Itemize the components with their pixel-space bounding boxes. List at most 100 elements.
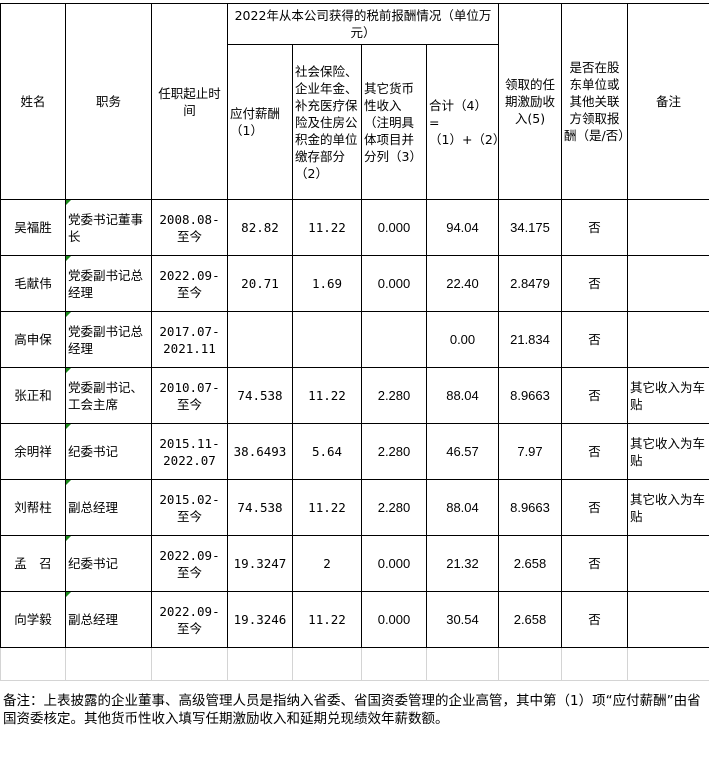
cell-position[interactable]: 副总经理 [65, 591, 152, 648]
empty-cell[interactable] [361, 647, 427, 681]
cell-term[interactable]: 2015.02-至今 [151, 479, 228, 536]
cell-total[interactable]: 88.04 [426, 479, 499, 536]
empty-cell[interactable] [151, 647, 228, 681]
cell-remark[interactable] [627, 591, 709, 648]
cell-term[interactable]: 2008.08-至今 [151, 199, 228, 256]
header-remark[interactable]: 备注 [627, 3, 709, 200]
cell-related-party[interactable]: 否 [561, 591, 628, 648]
cell-term[interactable]: 2010.07-至今 [151, 367, 228, 424]
cell-name[interactable]: 余明祥 [0, 423, 66, 480]
cell-position[interactable]: 党委副书记、工会主席 [65, 367, 152, 424]
cell-name[interactable]: 张正和 [0, 367, 66, 424]
cell-salary[interactable]: 74.538 [227, 367, 293, 424]
cell-related-party[interactable]: 否 [561, 535, 628, 592]
cell-position[interactable]: 党委副书记总经理 [65, 255, 152, 312]
header-salary[interactable]: 应付薪酬（1） [227, 44, 293, 200]
cell-related-party[interactable]: 否 [561, 479, 628, 536]
cell-total[interactable]: 0.00 [426, 311, 499, 368]
cell-related-party[interactable]: 否 [561, 423, 628, 480]
cell-other-income[interactable] [361, 311, 427, 368]
cell-term[interactable]: 2022.09-至今 [151, 255, 228, 312]
cell-insurance[interactable]: 5.64 [292, 423, 362, 480]
header-other-income[interactable]: 其它货币性收入（注明具体项目并分列（3） [361, 44, 427, 200]
cell-total[interactable]: 88.04 [426, 367, 499, 424]
cell-other-income[interactable]: 2.280 [361, 479, 427, 536]
cell-other-income[interactable]: 0.000 [361, 199, 427, 256]
empty-cell[interactable] [65, 647, 152, 681]
cell-other-income[interactable]: 2.280 [361, 367, 427, 424]
cell-term[interactable]: 2022.09-至今 [151, 535, 228, 592]
cell-total[interactable]: 94.04 [426, 199, 499, 256]
cell-other-income[interactable]: 0.000 [361, 535, 427, 592]
cell-incentive[interactable]: 21.834 [498, 311, 562, 368]
cell-name[interactable]: 向学毅 [0, 591, 66, 648]
footnote[interactable]: 备注：上表披露的企业董事、高级管理人员是指纳入省委、省国资委管理的企业高管，其中… [3, 693, 701, 727]
cell-insurance[interactable]: 11.22 [292, 367, 362, 424]
empty-cell[interactable] [426, 647, 499, 681]
cell-total[interactable]: 30.54 [426, 591, 499, 648]
cell-incentive[interactable]: 7.97 [498, 423, 562, 480]
cell-position[interactable]: 副总经理 [65, 479, 152, 536]
cell-insurance[interactable]: 11.22 [292, 479, 362, 536]
cell-salary[interactable]: 19.3247 [227, 535, 293, 592]
cell-total[interactable]: 22.40 [426, 255, 499, 312]
header-incentive[interactable]: 领取的任期激励收入(5) [498, 3, 562, 200]
cell-salary[interactable]: 74.538 [227, 479, 293, 536]
empty-cell[interactable] [292, 647, 362, 681]
cell-remark[interactable] [627, 255, 709, 312]
header-total[interactable]: 合计（4）=（1）+（2）+（3） [426, 44, 499, 200]
cell-salary[interactable]: 19.3246 [227, 591, 293, 648]
cell-term[interactable]: 2022.09-至今 [151, 591, 228, 648]
cell-remark[interactable]: 其它收入为车贴 [627, 367, 709, 424]
cell-incentive[interactable]: 34.175 [498, 199, 562, 256]
cell-incentive[interactable]: 2.658 [498, 535, 562, 592]
cell-salary[interactable]: 82.82 [227, 199, 293, 256]
cell-salary[interactable]: 20.71 [227, 255, 293, 312]
cell-incentive[interactable]: 8.9663 [498, 367, 562, 424]
cell-related-party[interactable]: 否 [561, 311, 628, 368]
cell-insurance[interactable] [292, 311, 362, 368]
cell-insurance[interactable]: 2 [292, 535, 362, 592]
header-term[interactable]: 任职起止时间 [151, 3, 228, 200]
cell-other-income[interactable]: 2.280 [361, 423, 427, 480]
header-compensation-group[interactable]: 2022年从本公司获得的税前报酬情况（单位万元） [227, 3, 499, 45]
cell-total[interactable]: 21.32 [426, 535, 499, 592]
cell-remark[interactable]: 其它收入为车贴 [627, 479, 709, 536]
empty-cell[interactable] [561, 647, 628, 681]
cell-salary[interactable] [227, 311, 293, 368]
cell-related-party[interactable]: 否 [561, 255, 628, 312]
cell-insurance[interactable]: 11.22 [292, 199, 362, 256]
header-name[interactable]: 姓名 [0, 3, 66, 200]
cell-remark[interactable] [627, 311, 709, 368]
cell-related-party[interactable]: 否 [561, 367, 628, 424]
cell-name[interactable]: 毛献伟 [0, 255, 66, 312]
empty-cell[interactable] [227, 647, 293, 681]
cell-insurance[interactable]: 11.22 [292, 591, 362, 648]
header-position[interactable]: 职务 [65, 3, 152, 200]
cell-name[interactable]: 吴福胜 [0, 199, 66, 256]
cell-insurance[interactable]: 1.69 [292, 255, 362, 312]
cell-remark[interactable] [627, 199, 709, 256]
cell-remark[interactable] [627, 535, 709, 592]
cell-incentive[interactable]: 2.8479 [498, 255, 562, 312]
cell-position[interactable]: 党委书记董事长 [65, 199, 152, 256]
cell-total[interactable]: 46.57 [426, 423, 499, 480]
cell-position[interactable]: 纪委书记 [65, 535, 152, 592]
cell-name[interactable]: 刘帮柱 [0, 479, 66, 536]
header-related-party[interactable]: 是否在股东单位或其他关联方领取报酬（是/否） [561, 3, 628, 200]
cell-name[interactable]: 孟 召 [0, 535, 66, 592]
empty-cell[interactable] [498, 647, 562, 681]
cell-related-party[interactable]: 否 [561, 199, 628, 256]
cell-salary[interactable]: 38.6493 [227, 423, 293, 480]
cell-remark[interactable]: 其它收入为车贴 [627, 423, 709, 480]
header-insurance[interactable]: 社会保险、企业年金、补充医疗保险及住房公积金的单位缴存部分（2） [292, 44, 362, 200]
cell-incentive[interactable]: 2.658 [498, 591, 562, 648]
cell-other-income[interactable]: 0.000 [361, 255, 427, 312]
cell-term[interactable]: 2015.11-2022.07 [151, 423, 228, 480]
cell-position[interactable]: 纪委书记 [65, 423, 152, 480]
cell-term[interactable]: 2017.07-2021.11 [151, 311, 228, 368]
cell-name[interactable]: 高申保 [0, 311, 66, 368]
empty-cell[interactable] [627, 647, 709, 681]
cell-incentive[interactable]: 8.9663 [498, 479, 562, 536]
cell-other-income[interactable]: 0.000 [361, 591, 427, 648]
